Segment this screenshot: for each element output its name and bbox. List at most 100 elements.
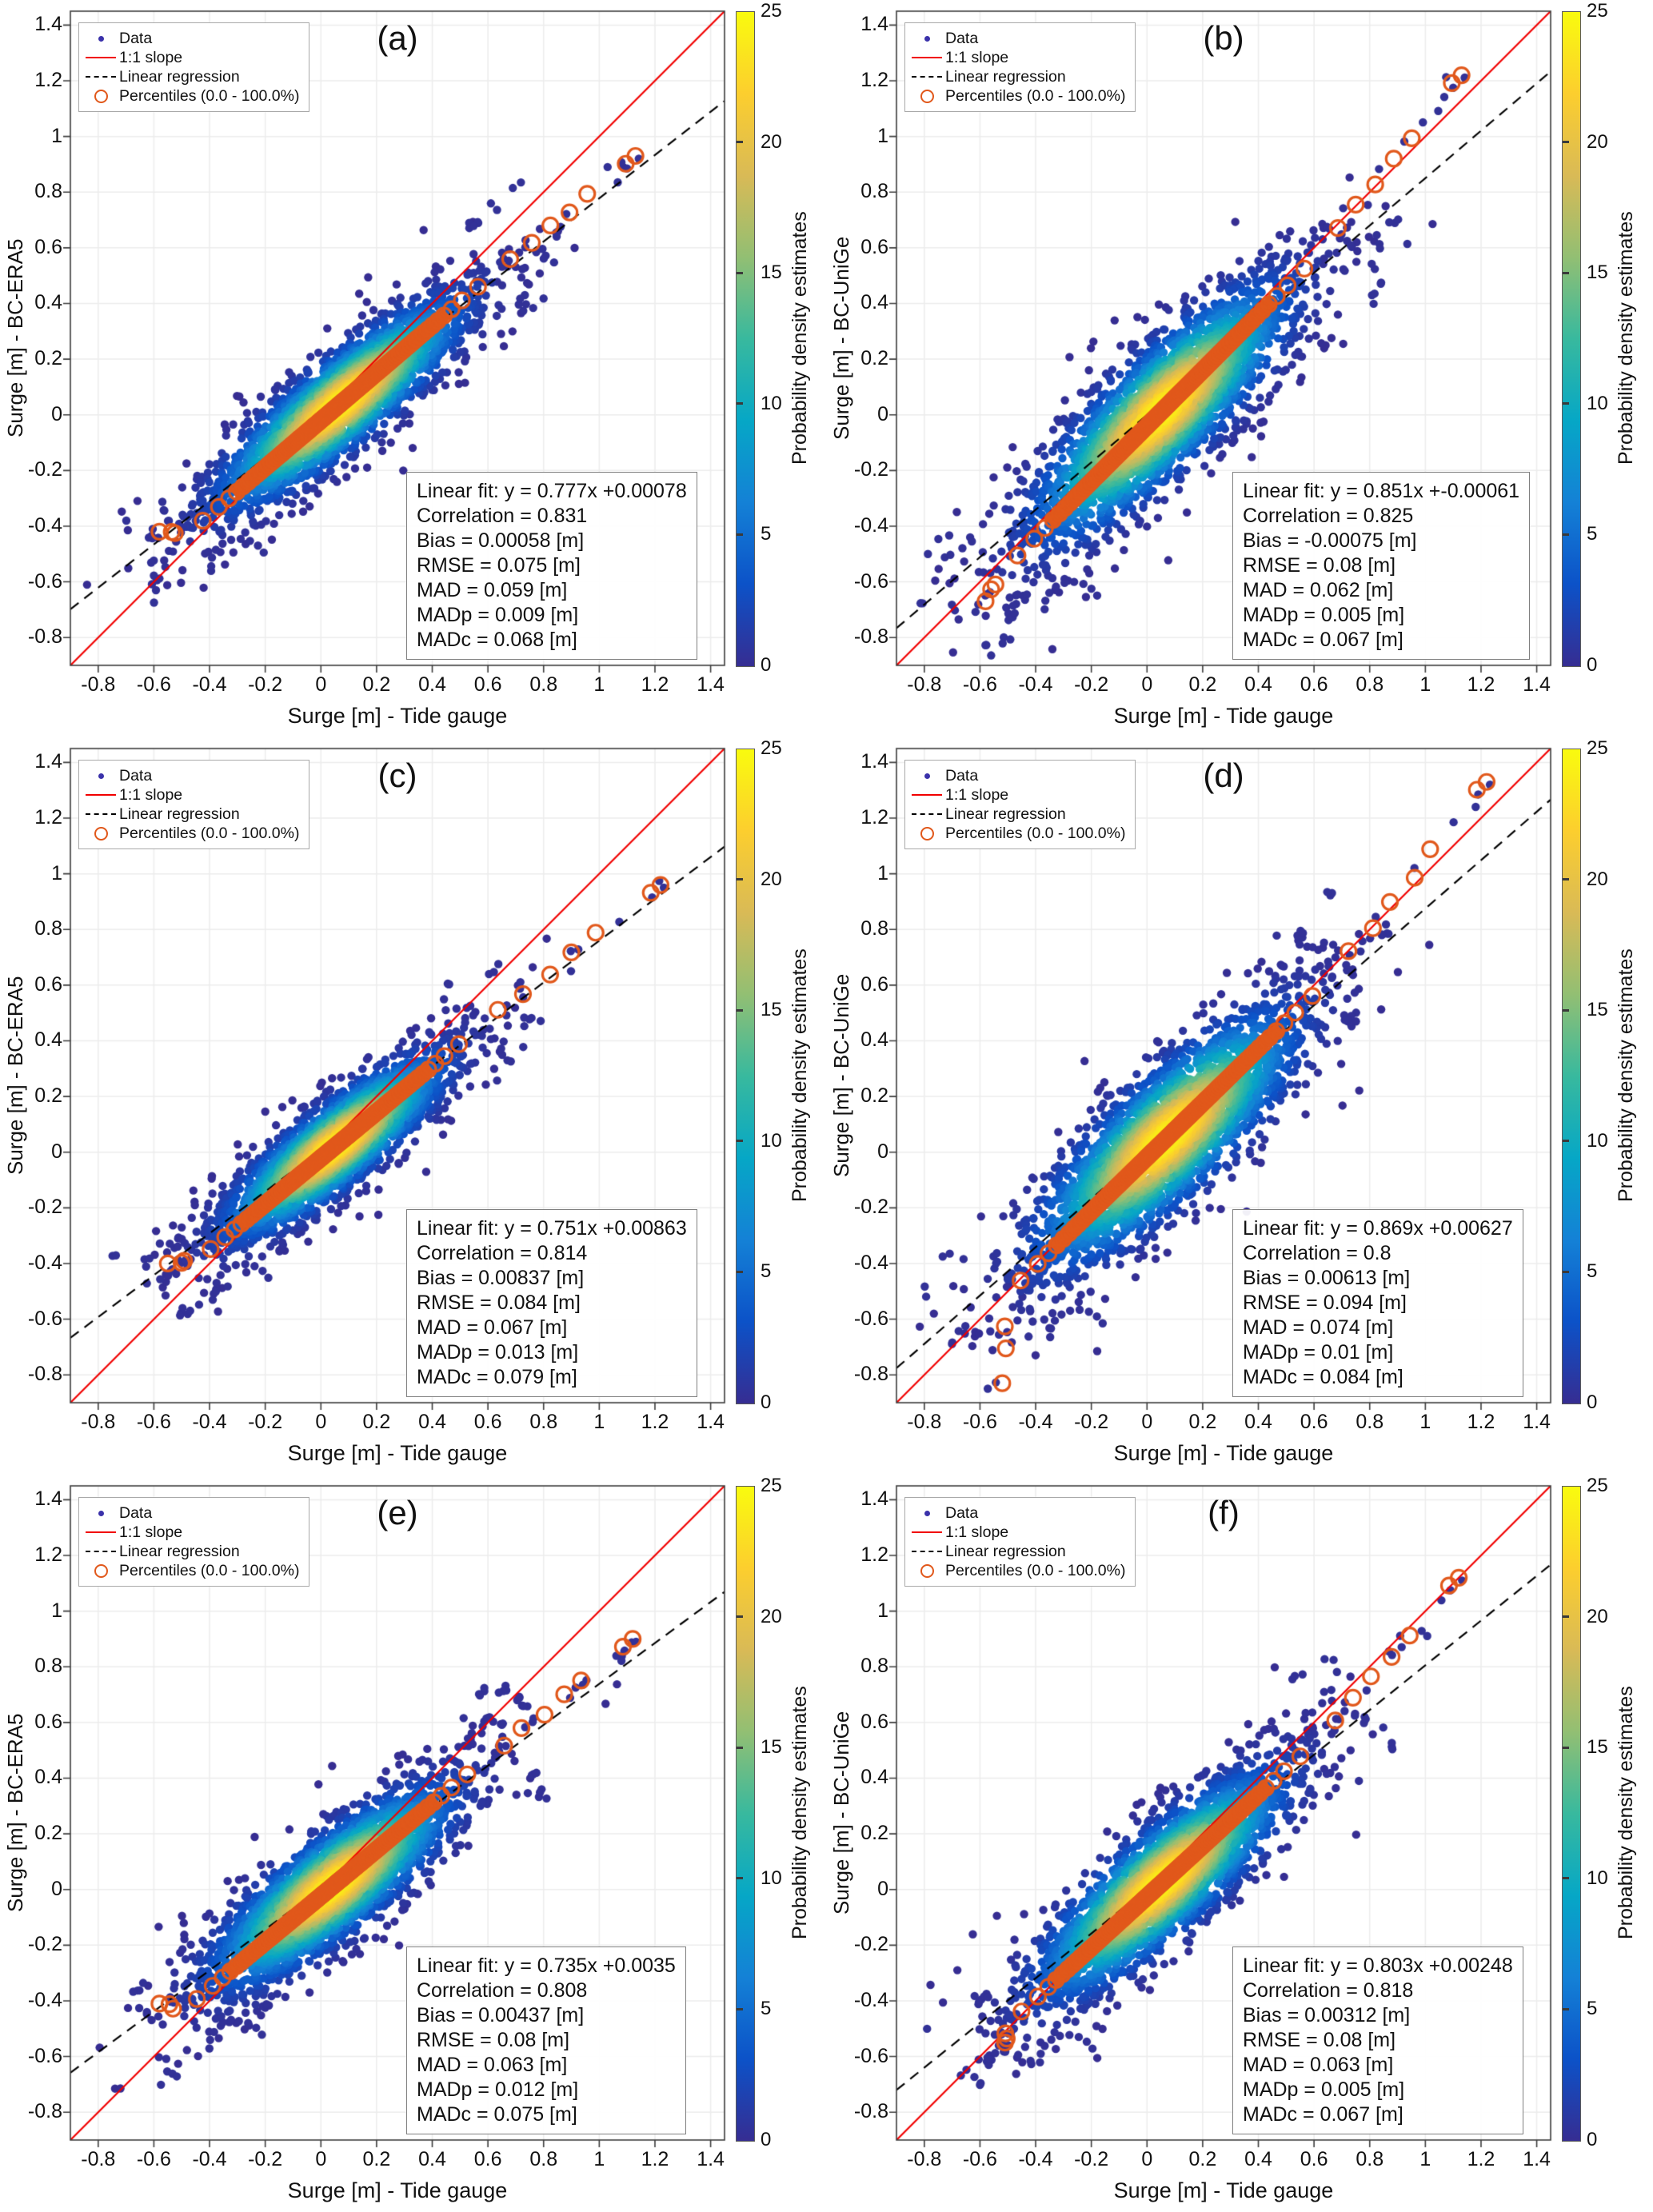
legend-item-regression: Linear regression xyxy=(82,67,299,86)
y-tick-label: 0.4 xyxy=(34,291,62,314)
legend-box: Data 1:1 slope Linear regression Percent… xyxy=(904,760,1136,849)
stat-linear-fit: Linear fit: y = 0.869x +0.00627 xyxy=(1243,1217,1513,1240)
colorbar-tick-label: 0 xyxy=(761,1391,772,1413)
stat-mad: MAD = 0.062 [m] xyxy=(1243,579,1394,601)
y-tick-label: 1.2 xyxy=(860,1543,888,1567)
stat-correlation: Correlation = 0.831 xyxy=(417,505,588,527)
colorbar-tick-label: 10 xyxy=(761,392,782,414)
y-tick-label: 0.6 xyxy=(34,972,62,996)
colorbar-tick-label: 25 xyxy=(761,0,782,22)
stat-madc: MADc = 0.079 [m] xyxy=(417,1366,577,1388)
y-tick-label: 0.8 xyxy=(34,1655,62,1678)
x-tick-label: 1.2 xyxy=(641,1411,669,1433)
x-tick-label: 0.8 xyxy=(1356,673,1384,696)
legend-label-regression: Linear regression xyxy=(945,68,1066,86)
x-tick-label: 1.2 xyxy=(1467,1411,1495,1433)
x-tick-label: 0.6 xyxy=(473,1411,502,1433)
x-tick-label: 0.6 xyxy=(1300,673,1328,696)
panel-label: (d) xyxy=(1203,757,1244,794)
y-tick-label: -0.6 xyxy=(27,1307,62,1330)
x-tick-label: 1.4 xyxy=(697,673,725,696)
colorbar-tick-mark xyxy=(737,878,743,881)
x-tick-label: 0.4 xyxy=(418,673,446,696)
legend-item-percentiles: Percentiles (0.0 - 100.0%) xyxy=(82,1561,299,1580)
x-tick-label: 1.2 xyxy=(641,2148,669,2170)
x-tick-label: 1 xyxy=(593,1411,605,1433)
x-tick-label: 0 xyxy=(315,673,327,696)
x-tick-label: 1 xyxy=(593,2148,605,2170)
stat-rmse: RMSE = 0.084 [m] xyxy=(417,1292,581,1314)
y-tick-label: 1.2 xyxy=(34,806,62,829)
y-tick-label: 1.2 xyxy=(34,1543,62,1567)
x-tick-label: 0 xyxy=(1141,1411,1153,1433)
stat-madp: MADp = 0.012 [m] xyxy=(417,2078,579,2101)
legend-label-data: Data xyxy=(945,1504,979,1522)
x-tick-label: -0.4 xyxy=(1018,673,1053,696)
x-tick-label: 0.4 xyxy=(1244,673,1272,696)
legend-label-regression: Linear regression xyxy=(119,68,240,86)
y-tick-label: -0.4 xyxy=(27,513,62,537)
y-tick-label: -0.4 xyxy=(853,1988,888,2011)
colorbar-tick-label: 25 xyxy=(1587,1475,1608,1496)
y-tick-label: 1 xyxy=(51,1599,62,1622)
legend-item-one-to-one: 1:1 slope xyxy=(908,1523,1125,1542)
colorbar xyxy=(736,749,755,1404)
y-tick-label: 1.4 xyxy=(860,750,888,773)
y-tick-label: -0.2 xyxy=(27,1196,62,1219)
legend-item-regression: Linear regression xyxy=(82,805,299,824)
colorbar-tick-label: 5 xyxy=(1587,1998,1598,2020)
colorbar xyxy=(1562,11,1581,667)
colorbar-tick-label: 15 xyxy=(761,1736,782,1759)
y-tick-label: 0.2 xyxy=(860,1084,888,1108)
legend-item-one-to-one: 1:1 slope xyxy=(82,785,299,805)
stats-box: Linear fit: y = 0.751x +0.00863 Correlat… xyxy=(406,1209,697,1397)
legend-item-regression: Linear regression xyxy=(908,67,1125,86)
y-tick-label: -0.8 xyxy=(27,1363,62,1386)
scatter-panel-d: (d) Surge [m] - BC-UniGe Surge [m] - Tid… xyxy=(826,737,1652,1475)
stat-linear-fit: Linear fit: y = 0.735x +0.0035 xyxy=(417,1954,676,1977)
y-tick-label: -0.6 xyxy=(853,569,888,593)
stats-box: Linear fit: y = 0.777x +0.00078 Correlat… xyxy=(406,472,697,660)
y-tick-label: 1.4 xyxy=(34,13,62,36)
colorbar-tick-label: 5 xyxy=(761,1998,772,2020)
legend-item-one-to-one: 1:1 slope xyxy=(82,48,299,67)
y-axis-label: Surge [m] - BC-UniGe xyxy=(829,1711,853,1915)
legend-box: Data 1:1 slope Linear regression Percent… xyxy=(78,1497,310,1587)
stat-mad: MAD = 0.063 [m] xyxy=(417,2054,568,2076)
stat-linear-fit: Linear fit: y = 0.803x +0.00248 xyxy=(1243,1954,1513,1977)
y-tick-label: 0 xyxy=(877,402,888,425)
y-tick-label: 1.2 xyxy=(860,806,888,829)
stat-rmse: RMSE = 0.08 [m] xyxy=(1243,554,1396,577)
x-axis-label: Surge [m] - Tide gauge xyxy=(287,704,508,728)
x-axis-label: Surge [m] - Tide gauge xyxy=(1113,704,1334,728)
x-tick-label: 1.4 xyxy=(697,2148,725,2170)
stat-bias: Bias = 0.00613 [m] xyxy=(1243,1267,1411,1289)
legend-item-regression: Linear regression xyxy=(908,1542,1125,1561)
y-tick-label: 0.4 xyxy=(34,1028,62,1052)
stat-bias: Bias = 0.00058 [m] xyxy=(417,529,585,552)
colorbar-tick-mark xyxy=(1563,402,1569,405)
colorbar-tick-label: 0 xyxy=(761,654,772,676)
stat-correlation: Correlation = 0.8 xyxy=(1243,1242,1391,1264)
data-marker-icon xyxy=(924,1510,930,1516)
legend-label-one-to-one: 1:1 slope xyxy=(945,1523,1009,1541)
stat-madc: MADc = 0.075 [m] xyxy=(417,2103,577,2126)
y-axis-label: Surge [m] - BC-UniGe xyxy=(829,973,853,1178)
x-tick-label: -0.6 xyxy=(136,2148,171,2170)
y-tick-label: 0.8 xyxy=(34,917,62,940)
x-tick-label: 1.4 xyxy=(1523,2148,1551,2170)
y-tick-label: 0.4 xyxy=(34,1766,62,1789)
legend-label-one-to-one: 1:1 slope xyxy=(119,1523,183,1541)
regression-line-icon xyxy=(86,76,116,78)
legend-item-percentiles: Percentiles (0.0 - 100.0%) xyxy=(908,1561,1125,1580)
legend-label-data: Data xyxy=(945,767,979,785)
colorbar-tick-mark xyxy=(737,1140,743,1143)
x-tick-label: -0.2 xyxy=(248,673,283,696)
y-tick-label: 0.6 xyxy=(860,235,888,258)
y-tick-label: -0.2 xyxy=(27,458,62,481)
legend-item-percentiles: Percentiles (0.0 - 100.0%) xyxy=(82,86,299,106)
stat-correlation: Correlation = 0.818 xyxy=(1243,1979,1414,2002)
legend-label-regression: Linear regression xyxy=(119,805,240,823)
legend-label-percentiles: Percentiles (0.0 - 100.0%) xyxy=(119,825,300,842)
legend-box: Data 1:1 slope Linear regression Percent… xyxy=(78,22,310,112)
